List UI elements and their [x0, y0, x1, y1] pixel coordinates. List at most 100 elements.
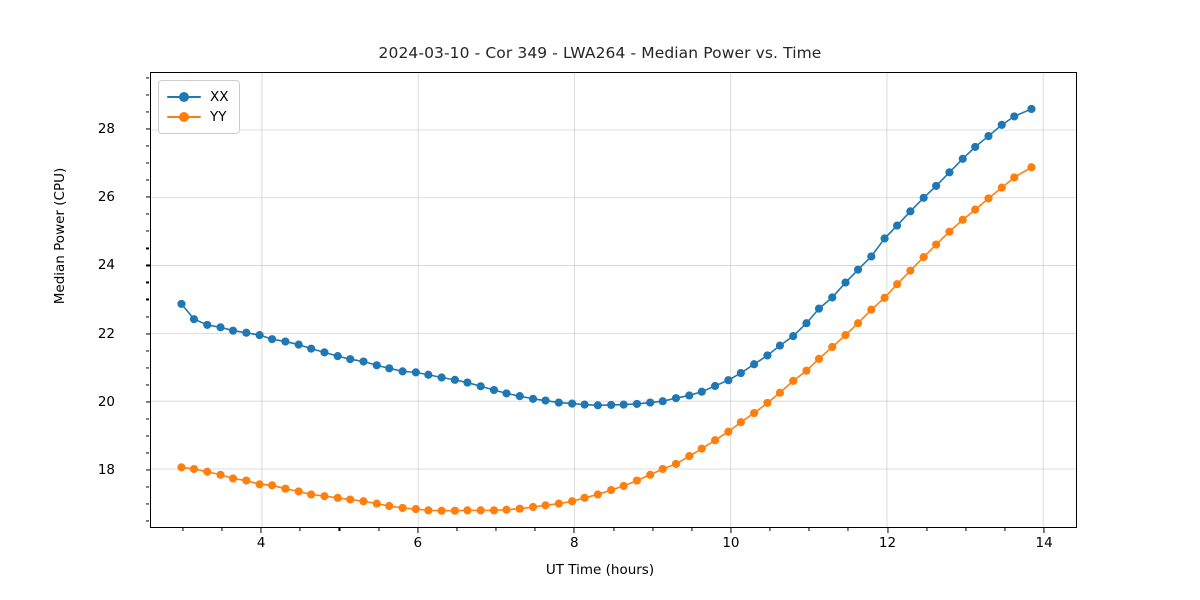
data-point — [1010, 112, 1019, 121]
y-minor-tick — [146, 162, 149, 164]
series-line — [180, 108, 1033, 407]
y-tick-label: 24 — [97, 257, 115, 274]
x-tick-label: 4 — [256, 535, 266, 551]
data-point — [997, 183, 1006, 192]
data-point — [775, 388, 785, 397]
data-point — [398, 367, 407, 376]
data-point — [385, 501, 394, 511]
data-point — [671, 459, 681, 469]
x-minor-tick — [378, 528, 380, 531]
y-tick-mark — [146, 401, 151, 403]
data-point — [346, 495, 355, 504]
data-point — [255, 480, 264, 489]
data-point — [463, 506, 472, 515]
data-point — [528, 502, 538, 512]
x-tick-mark — [260, 528, 262, 533]
legend-marker-icon — [167, 90, 201, 104]
data-point — [502, 389, 511, 398]
data-point — [216, 470, 225, 479]
data-point — [398, 503, 407, 513]
x-minor-tick — [612, 528, 615, 531]
x-minor-tick — [534, 528, 536, 531]
series-xx — [177, 104, 1036, 410]
x-minor-tick — [691, 528, 693, 531]
data-point — [932, 181, 941, 190]
data-point — [580, 493, 589, 502]
data-point — [632, 476, 642, 485]
data-point — [984, 194, 993, 203]
data-point — [853, 265, 863, 274]
data-point — [919, 193, 928, 202]
data-point — [997, 120, 1006, 129]
y-tick-label: 18 — [97, 461, 115, 478]
data-point — [177, 463, 186, 472]
data-point — [476, 506, 485, 515]
data-point — [515, 504, 524, 513]
legend-item-yy[interactable]: YY — [167, 107, 229, 127]
data-point — [750, 360, 759, 369]
data-point — [437, 506, 446, 515]
data-point — [228, 326, 238, 335]
data-point — [932, 240, 941, 249]
x-tick-label: 10 — [722, 535, 740, 551]
data-point — [177, 299, 186, 308]
y-minor-tick — [146, 418, 149, 420]
data-point — [828, 342, 837, 352]
x-tick-mark — [1043, 528, 1045, 533]
data-point — [463, 378, 472, 387]
data-point — [736, 418, 745, 427]
data-point — [958, 215, 967, 224]
y-minor-tick — [146, 298, 149, 301]
data-point — [906, 266, 915, 275]
x-minor-tick — [456, 528, 458, 531]
x-minor-tick — [652, 528, 654, 531]
data-point — [437, 373, 446, 382]
data-point — [763, 398, 772, 407]
data-point — [385, 364, 394, 373]
data-point — [685, 391, 694, 400]
data-point — [893, 221, 902, 230]
y-tick-mark — [146, 264, 151, 266]
data-point — [567, 497, 577, 506]
data-point — [619, 400, 628, 409]
y-minor-tick — [146, 213, 149, 215]
data-point — [593, 490, 602, 499]
legend-label: YY — [210, 109, 227, 125]
data-point — [307, 344, 316, 353]
data-point — [294, 340, 303, 349]
data-point — [724, 427, 733, 436]
data-point — [372, 361, 381, 370]
data-point — [775, 341, 785, 350]
x-minor-tick — [847, 528, 849, 531]
legend[interactable]: XX YY — [158, 80, 240, 134]
chart-title: 2024-03-10 - Cor 349 - LWA264 - Median P… — [378, 44, 822, 62]
y-minor-tick — [146, 486, 149, 488]
data-point — [489, 385, 499, 395]
data-point — [411, 368, 420, 377]
x-minor-tick — [221, 528, 223, 531]
data-point — [333, 352, 342, 361]
data-point — [958, 154, 967, 163]
data-point — [580, 400, 589, 409]
y-minor-tick — [146, 94, 149, 96]
y-minor-tick — [146, 503, 149, 505]
data-point — [1010, 173, 1019, 182]
legend-item-xx[interactable]: XX — [167, 87, 229, 107]
data-point — [880, 293, 889, 302]
data-point — [502, 505, 511, 514]
y-minor-tick — [146, 77, 149, 79]
data-point — [216, 323, 225, 332]
data-point — [294, 487, 303, 496]
data-point — [189, 315, 199, 324]
data-point — [372, 499, 381, 508]
data-point — [828, 293, 837, 302]
data-point — [906, 207, 915, 216]
data-point — [880, 234, 889, 243]
data-point — [750, 408, 759, 418]
data-point — [255, 331, 264, 340]
data-point — [724, 376, 733, 385]
x-minor-tick — [965, 528, 967, 531]
data-point — [867, 305, 876, 314]
y-minor-tick — [146, 435, 149, 437]
